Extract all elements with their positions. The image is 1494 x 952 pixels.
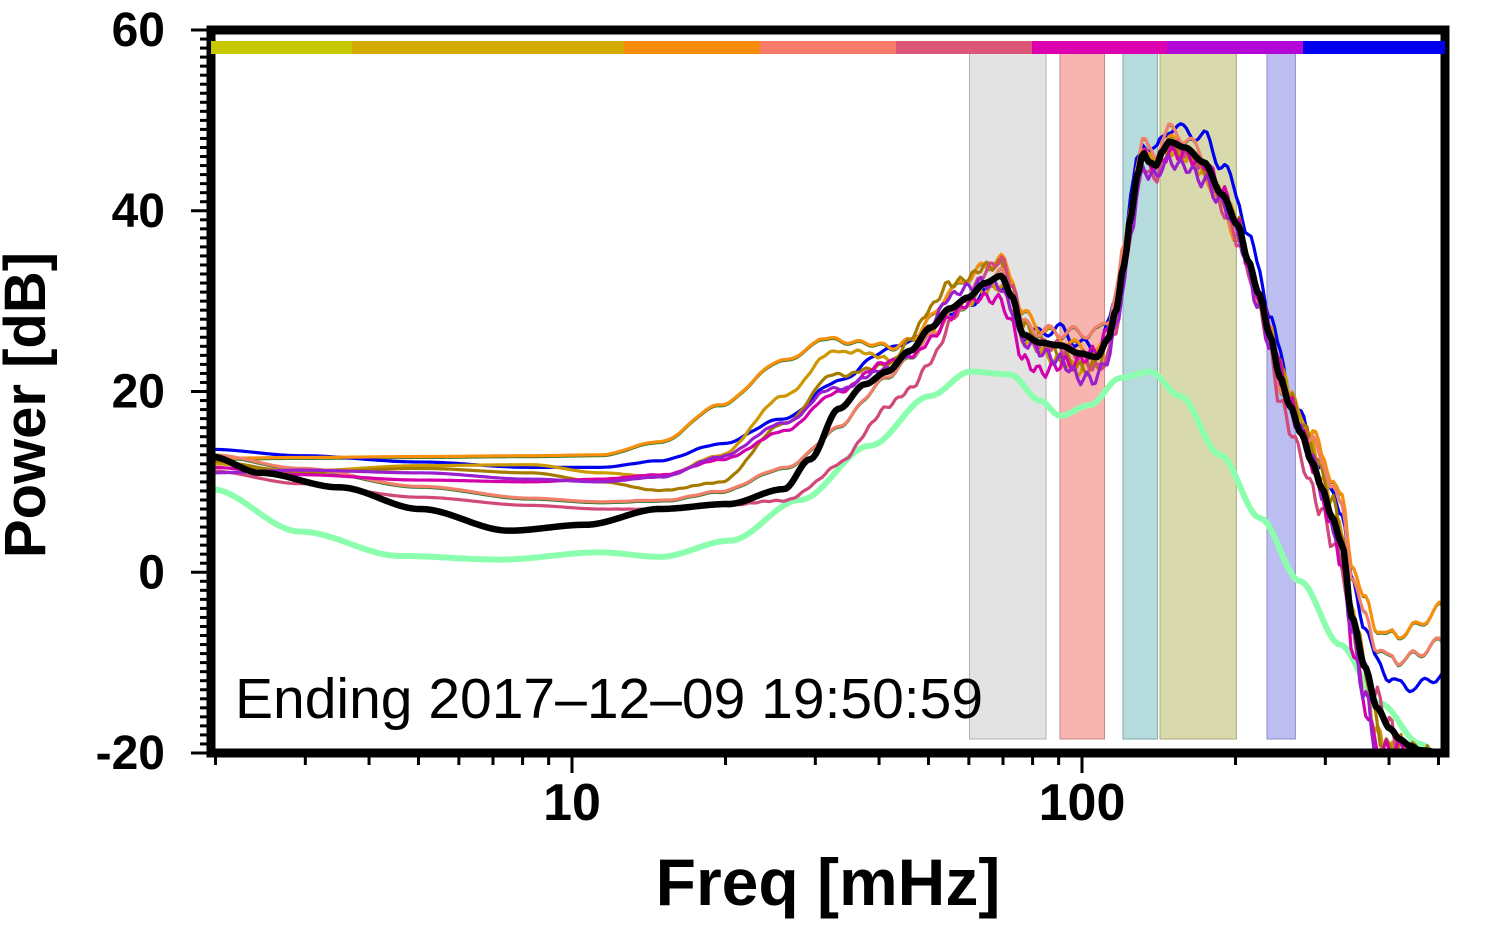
- svg-text:-20: -20: [96, 727, 165, 780]
- svg-text:100: 100: [1039, 774, 1126, 832]
- svg-text:Ending 2017–12–09 19:50:59: Ending 2017–12–09 19:50:59: [235, 667, 983, 731]
- svg-text:Power [dB]: Power [dB]: [0, 252, 58, 558]
- svg-text:Freq [mHz]: Freq [mHz]: [656, 845, 1001, 919]
- svg-text:20: 20: [112, 366, 165, 419]
- svg-text:40: 40: [112, 185, 165, 238]
- svg-text:0: 0: [138, 546, 165, 599]
- svg-text:60: 60: [112, 4, 165, 57]
- svg-text:10: 10: [543, 774, 601, 832]
